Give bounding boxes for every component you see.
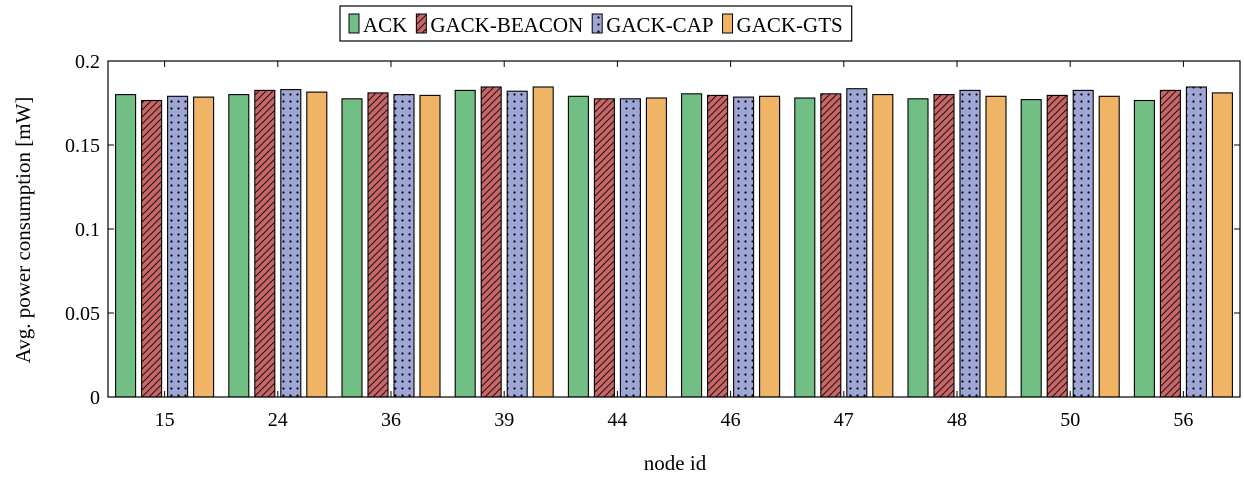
- bar-gack-beacon-36: [367, 92, 389, 398]
- x-tick-label: 36: [381, 409, 401, 431]
- x-tick-label: 56: [1173, 409, 1193, 431]
- bar-ack-56: [1133, 99, 1155, 398]
- legend-label-gack-cap: GACK-CAP: [606, 13, 713, 37]
- y-tick-label: 0.05: [65, 303, 100, 325]
- bar-gack-gts-50: [1098, 95, 1120, 398]
- legend-swatch-gack-cap: [591, 13, 603, 34]
- bar-gack-cap-56: [1185, 86, 1207, 398]
- bar-gack-beacon-15: [141, 99, 163, 398]
- bar-gack-cap-24: [280, 89, 302, 398]
- bar-ack-47: [794, 97, 816, 398]
- legend: ACK GACK-BEACON GACK-CAP GACK-GTS: [339, 5, 853, 42]
- bar-gack-cap-47: [846, 88, 868, 398]
- bar-gack-beacon-39: [480, 86, 502, 398]
- x-axis: 15 24 36 39 44 46 47 48 50 56: [155, 61, 1193, 431]
- y-tick-label: 0.2: [75, 51, 100, 73]
- bar-gack-beacon-46: [707, 94, 729, 398]
- bar-gack-beacon-47: [820, 93, 842, 398]
- x-tick-label: 47: [834, 409, 854, 431]
- bar-gack-cap-48: [959, 89, 981, 398]
- bar-gack-beacon-24: [254, 89, 276, 398]
- bar-ack-15: [115, 94, 137, 398]
- legend-swatch-gack-gts: [722, 13, 734, 34]
- bar-gack-gts-24: [306, 91, 328, 398]
- bar-gack-cap-15: [167, 95, 189, 398]
- x-axis-label: node id: [644, 451, 707, 475]
- legend-label-ack: ACK: [363, 13, 407, 37]
- bar-gack-beacon-44: [593, 98, 615, 398]
- bar-ack-50: [1020, 99, 1042, 398]
- legend-swatch-gack-beacon: [415, 13, 427, 34]
- bar-gack-beacon-56: [1159, 89, 1181, 398]
- bar-gack-beacon-48: [933, 94, 955, 398]
- y-tick-label: 0.15: [65, 135, 100, 157]
- bar-ack-39: [454, 89, 476, 398]
- bar-gack-cap-44: [619, 98, 641, 398]
- legend-label-gack-gts: GACK-GTS: [737, 13, 843, 37]
- bar-gack-gts-36: [419, 94, 441, 398]
- x-tick-label: 44: [607, 409, 627, 431]
- bar-gack-cap-46: [733, 96, 755, 398]
- y-tick-label: 0.1: [75, 219, 100, 241]
- bar-ack-24: [228, 94, 250, 398]
- plot-frame: [107, 60, 1241, 398]
- bar-gack-gts-39: [532, 86, 554, 398]
- bar-gack-gts-47: [872, 94, 894, 398]
- legend-label-gack-beacon: GACK-BEACON: [430, 13, 583, 37]
- bar-ack-48: [907, 98, 929, 398]
- bars-group: [115, 86, 1233, 398]
- bar-gack-cap-39: [506, 90, 528, 398]
- bar-gack-gts-46: [759, 95, 781, 398]
- bar-gack-gts-48: [985, 95, 1007, 398]
- bar-gack-beacon-50: [1046, 94, 1068, 398]
- y-tick-label: 0: [90, 387, 100, 409]
- bar-gack-gts-44: [645, 97, 667, 398]
- bar-gack-gts-15: [193, 96, 215, 398]
- x-tick-label: 24: [268, 409, 288, 431]
- bar-ack-46: [681, 93, 703, 398]
- bar-ack-44: [567, 95, 589, 398]
- bar-gack-gts-56: [1211, 92, 1233, 398]
- bar-ack-36: [341, 98, 363, 398]
- x-tick-label: 48: [947, 409, 967, 431]
- x-tick-label: 15: [155, 409, 175, 431]
- bar-gack-cap-50: [1072, 89, 1094, 398]
- bar-gack-cap-36: [393, 94, 415, 398]
- x-tick-label: 46: [721, 409, 741, 431]
- x-tick-label: 39: [494, 409, 514, 431]
- legend-swatch-ack: [348, 13, 360, 34]
- y-axis: 0 0.05 0.1 0.15 0.2: [65, 51, 1240, 409]
- x-tick-label: 50: [1060, 409, 1080, 431]
- y-axis-label: Avg. power consumption [mW]: [11, 97, 35, 364]
